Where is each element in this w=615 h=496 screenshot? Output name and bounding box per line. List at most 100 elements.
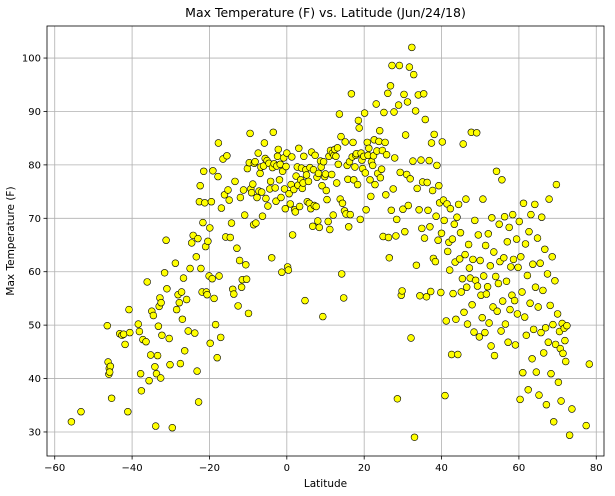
data-point [188,239,196,247]
data-point [554,378,563,386]
data-point [377,165,386,173]
data-point [474,231,482,239]
data-point [384,89,392,98]
data-point [561,357,570,366]
data-point [260,139,269,147]
data-point [536,259,544,267]
data-point [509,210,517,219]
data-point [431,257,440,266]
data-point [145,377,153,385]
data-point [340,294,348,302]
data-point [175,299,184,307]
data-point [533,234,542,242]
data-point [490,248,498,256]
data-point [227,219,236,227]
data-point [67,418,76,426]
data-point [283,149,291,157]
data-point [387,206,395,215]
y-tick-label: 50 [28,321,41,332]
data-point [427,139,436,147]
data-point [275,176,284,184]
data-point [288,153,296,161]
data-point [217,204,226,212]
data-point [518,288,526,296]
data-point [338,270,346,278]
data-point [521,240,530,248]
data-point [400,90,408,99]
data-point [539,349,548,357]
data-point [121,340,129,349]
data-point [200,167,208,176]
data-point [328,170,336,179]
data-point [546,301,554,310]
data-point [274,145,282,154]
data-point [262,194,270,203]
data-point [394,101,403,109]
data-point [233,244,241,252]
data-point [256,169,264,178]
data-point [465,264,474,272]
data-point [105,368,114,376]
data-point [422,293,431,301]
data-point [291,208,299,216]
data-point [421,115,429,124]
data-point [549,418,558,426]
data-point [523,271,532,280]
data-point [430,130,438,139]
data-point [207,198,216,206]
data-point [483,283,492,291]
data-point [242,261,250,269]
data-point [539,286,547,295]
data-point [446,205,455,213]
data-point [244,309,253,318]
data-point [323,195,331,204]
data-point [565,431,574,439]
data-point [309,166,318,174]
data-point [375,137,383,146]
data-point [486,262,494,270]
data-point [512,235,521,243]
data-point [361,169,369,177]
data-point [356,215,364,224]
data-point [391,154,399,162]
data-point [446,266,454,274]
data-point [534,303,542,311]
data-point [426,223,434,231]
data-point [319,312,327,321]
data-point [355,124,363,132]
data-point [318,182,326,190]
data-point [509,255,518,264]
data-point [488,214,496,222]
data-point [329,211,337,219]
data-point [544,338,552,346]
data-point [371,180,379,189]
data-point [549,320,557,329]
data-point [304,177,313,186]
data-point [442,317,450,325]
data-point [214,172,222,181]
data-point [514,263,522,272]
data-point [515,217,523,226]
data-point [186,264,194,273]
data-point [437,288,445,297]
data-point [543,270,552,278]
data-point [500,254,508,262]
data-point [401,228,409,236]
data-point [160,269,169,277]
data-point [341,138,349,146]
data-point [349,138,357,147]
data-point [398,287,406,295]
data-point [405,63,414,71]
data-point [404,201,412,210]
data-point [213,354,221,362]
data-point [561,336,569,345]
data-point [264,202,272,210]
data-point [197,264,205,273]
data-point [273,152,282,161]
data-point [551,340,560,349]
data-point [231,177,239,186]
data-point [302,171,311,179]
data-point [284,266,293,274]
data-point [529,260,537,268]
data-point [309,222,317,231]
